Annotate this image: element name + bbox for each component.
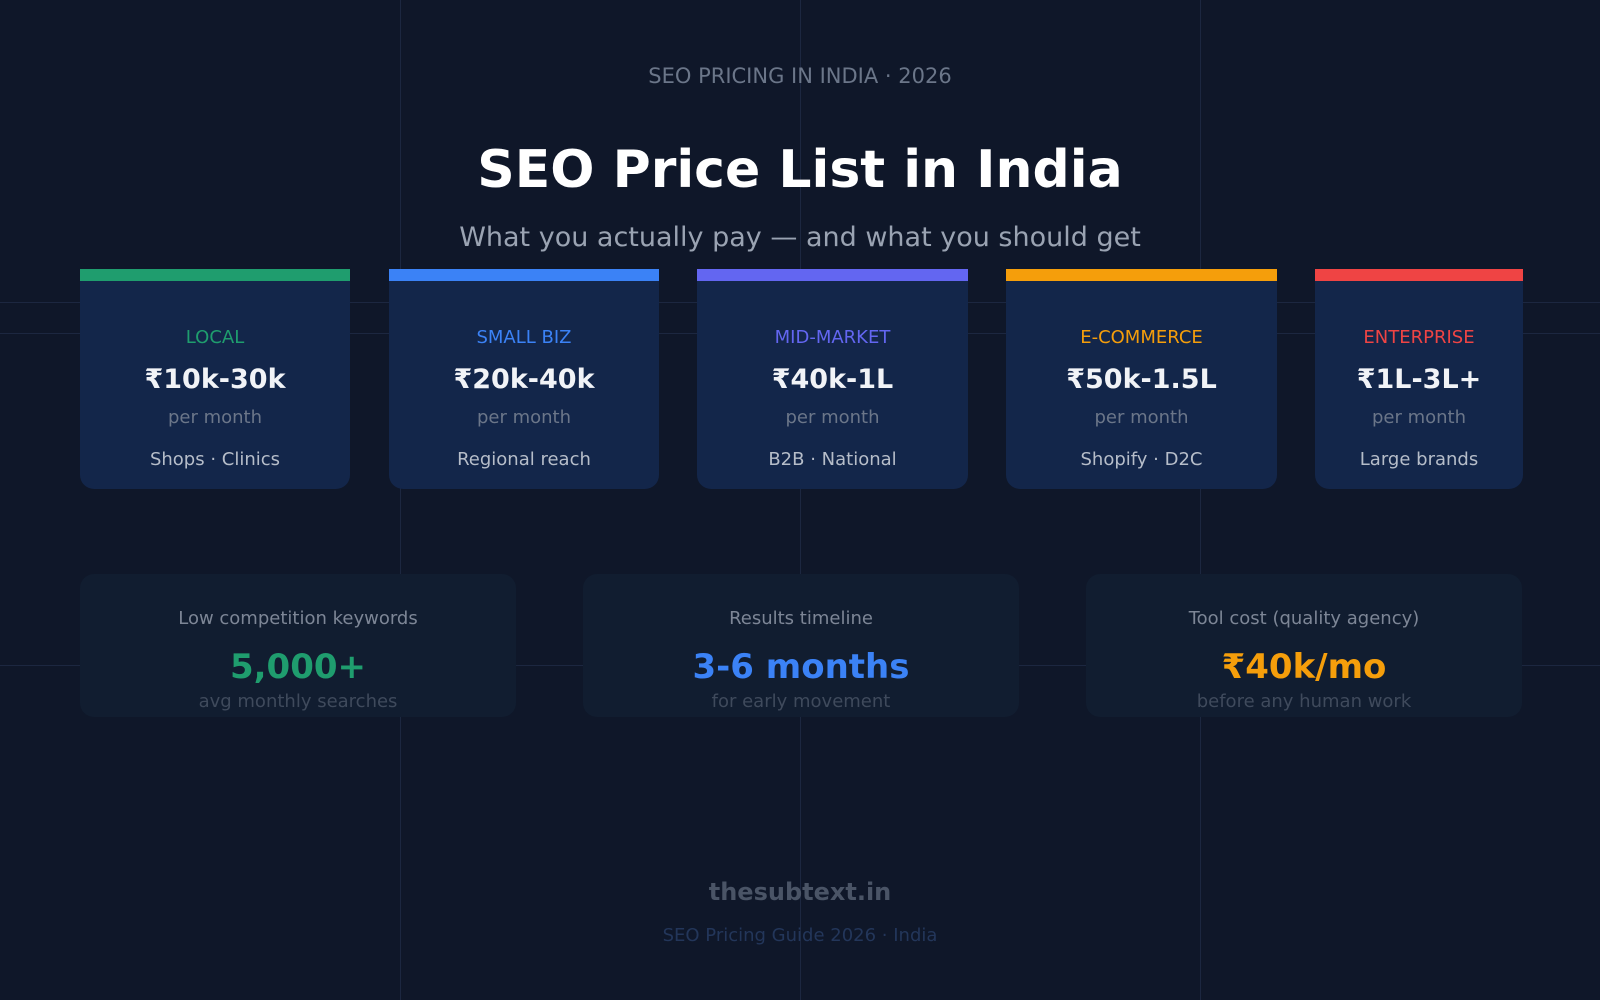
tier-card: LOCAL ₹10k-30k per month Shops · Clinics xyxy=(80,269,350,489)
stat-note: for early movement xyxy=(711,691,891,712)
stat-card: Tool cost (quality agency) ₹40k/mo befor… xyxy=(1086,574,1522,717)
footer-caption: SEO Pricing Guide 2026 · India xyxy=(662,925,938,946)
grid-line xyxy=(800,0,801,1000)
subtitle: What you actually pay — and what you sho… xyxy=(459,222,1141,253)
tier-label: MID-MARKET xyxy=(774,327,891,348)
tier-card: E-COMMERCE ₹50k-1.5L per month Shopify ·… xyxy=(1006,269,1277,489)
tier-price: ₹20k-40k xyxy=(453,364,595,395)
stat-label: Low competition keywords xyxy=(178,608,418,629)
tier-note: B2B · National xyxy=(768,449,897,470)
tier-card: ENTERPRISE ₹1L-3L+ per month Large brand… xyxy=(1315,269,1523,489)
stat-card: Low competition keywords 5,000+ avg mont… xyxy=(80,574,516,717)
tier-unit: per month xyxy=(167,407,263,428)
stat-value: ₹40k/mo xyxy=(1221,647,1387,687)
tier-note: Shopify · D2C xyxy=(1080,449,1203,470)
tier-note: Shops · Clinics xyxy=(149,449,281,470)
stat-value: 5,000+ xyxy=(229,647,367,687)
stat-label: Tool cost (quality agency) xyxy=(1188,608,1420,629)
tier-label: E-COMMERCE xyxy=(1080,327,1203,348)
tier-note: Regional reach xyxy=(457,449,591,470)
stat-note: before any human work xyxy=(1196,691,1412,712)
grid-line xyxy=(400,0,401,1000)
tier-price: ₹50k-1.5L xyxy=(1066,364,1217,395)
stat-card: Results timeline 3-6 months for early mo… xyxy=(583,574,1019,717)
stat-value: 3-6 months xyxy=(692,647,910,687)
tier-price: ₹1L-3L+ xyxy=(1356,364,1482,395)
grid-line xyxy=(1200,0,1201,1000)
tier-label: LOCAL xyxy=(185,327,245,348)
kicker: SEO PRICING IN INDIA · 2026 xyxy=(648,64,952,88)
title: SEO Price List in India xyxy=(477,140,1123,200)
stat-label: Results timeline xyxy=(729,608,873,629)
tier-note: Large brands xyxy=(1359,449,1479,470)
stat-note: avg monthly searches xyxy=(198,691,398,712)
footer-brand: thesubtext.in xyxy=(708,878,892,906)
tier-price: ₹40k-1L xyxy=(771,364,894,395)
tier-card: SMALL BIZ ₹20k-40k per month Regional re… xyxy=(389,269,659,489)
tier-label: ENTERPRISE xyxy=(1363,327,1475,348)
tier-unit: per month xyxy=(1094,407,1189,428)
tier-unit: per month xyxy=(785,407,880,428)
tier-price: ₹10k-30k xyxy=(144,364,286,395)
tier-unit: per month xyxy=(1371,407,1467,428)
tier-card: MID-MARKET ₹40k-1L per month B2B · Natio… xyxy=(697,269,968,489)
tier-unit: per month xyxy=(476,407,572,428)
tier-label: SMALL BIZ xyxy=(476,327,572,348)
